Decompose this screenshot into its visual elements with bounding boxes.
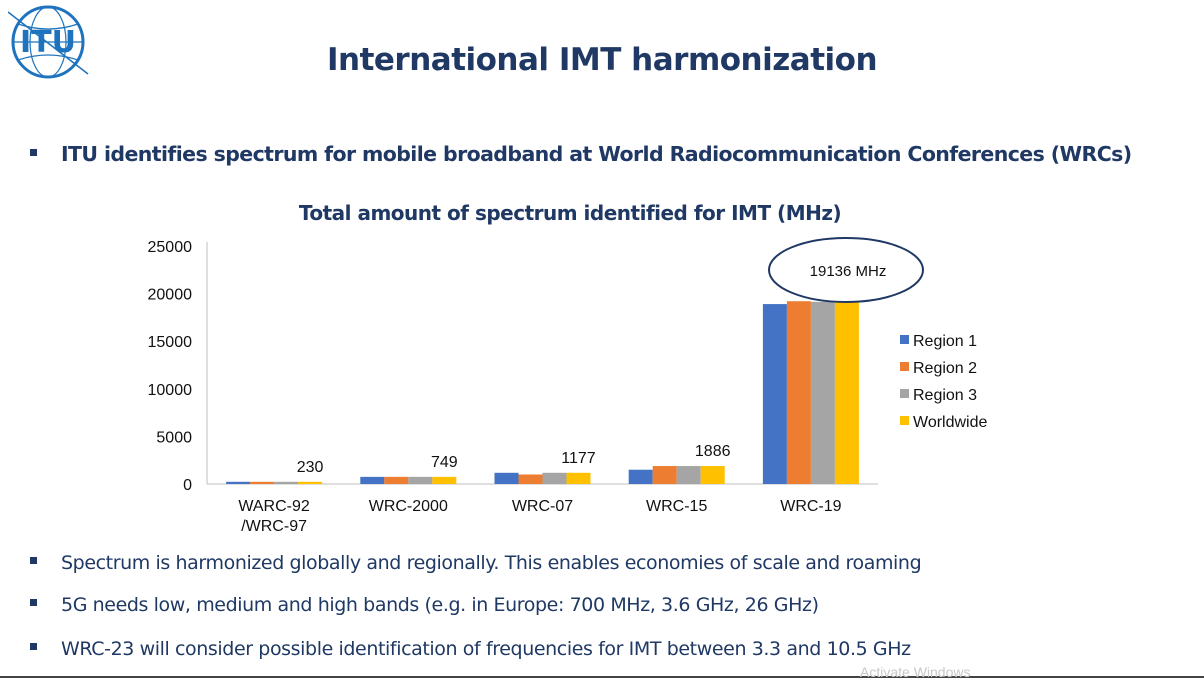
bar-region-2 [384,476,409,484]
intro-bullet: ITU identifies spectrum for mobile broad… [30,142,1132,166]
data-label: 1886 [695,443,731,460]
bar-region-1 [628,469,653,484]
legend-swatch [900,389,909,398]
bullet-square-icon [30,643,37,650]
annotation-ellipse [768,237,924,303]
legend-swatch [900,416,909,425]
bar-region-3 [676,466,701,484]
watermark: Activate Windows [860,664,971,680]
bar-region-3 [408,476,433,484]
intro-bullet-text: ITU identifies spectrum for mobile broad… [61,142,1132,166]
bar-region-2 [518,474,543,484]
legend-swatch [900,362,909,371]
y-tick-label: 25000 [148,239,193,256]
legend-label: Region 3 [913,387,977,404]
bar-worldwide [432,476,457,484]
legend-label: Region 1 [913,333,977,350]
legend-label: Region 2 [913,360,977,377]
svg-text:ITU: ITU [20,25,76,60]
legend-label: Worldwide [913,414,988,431]
bullet-item: Spectrum is harmonized globally and regi… [30,552,922,574]
bullet-square-icon [30,148,37,156]
y-tick-label: 10000 [148,382,193,399]
bullet-square-icon [30,557,37,564]
legend-swatch [900,335,909,344]
spectrum-chart: Total amount of spectrum identified for … [0,190,1204,550]
bar-region-3 [274,481,299,484]
y-tick-label: 5000 [156,429,192,446]
bar-region-3 [810,301,835,484]
bullet-item: 5G needs low, medium and high bands (e.g… [30,594,819,616]
y-tick-label: 15000 [148,334,193,351]
annotation-label: 19136 MHz [810,263,887,280]
x-tick-label: WRC-07 [512,498,573,515]
itu-logo: ITU [7,4,90,80]
bar-worldwide [566,472,591,484]
slide-bottom-border [0,676,1204,678]
bullet-text: WRC-23 will consider possible identifica… [61,638,911,660]
chart-title: Total amount of spectrum identified for … [299,201,841,225]
bar-worldwide [834,301,859,484]
chart-svg: Total amount of spectrum identified for … [148,201,988,535]
bar-region-1 [226,481,251,484]
page-title: International IMT harmonization [326,42,878,78]
bar-worldwide [298,481,323,484]
data-label: 749 [431,454,458,471]
x-tick-label: WARC-92 [238,498,310,515]
bar-region-1 [360,476,385,484]
bar-region-2 [786,301,811,484]
y-tick-label: 20000 [148,287,193,304]
bullet-text: Spectrum is harmonized globally and regi… [61,552,922,574]
bullet-item: WRC-23 will consider possible identifica… [30,638,911,660]
data-label: 1177 [561,450,596,467]
data-label: 230 [297,459,324,476]
itu-globe-icon: ITU [7,5,89,79]
bullet-text: 5G needs low, medium and high bands (e.g… [61,594,819,616]
x-tick-label: /WRC-97 [241,518,307,535]
bar-region-2 [652,466,677,484]
bar-region-2 [250,481,275,484]
bar-region-1 [762,304,787,484]
x-tick-label: WRC-15 [646,498,707,515]
bar-worldwide [700,466,725,484]
x-tick-label: WRC-2000 [369,498,448,515]
y-tick-label: 0 [183,477,192,494]
bar-region-3 [542,472,567,484]
x-tick-label: WRC-19 [780,498,841,515]
bar-region-1 [494,472,519,484]
bullet-square-icon [30,599,37,606]
